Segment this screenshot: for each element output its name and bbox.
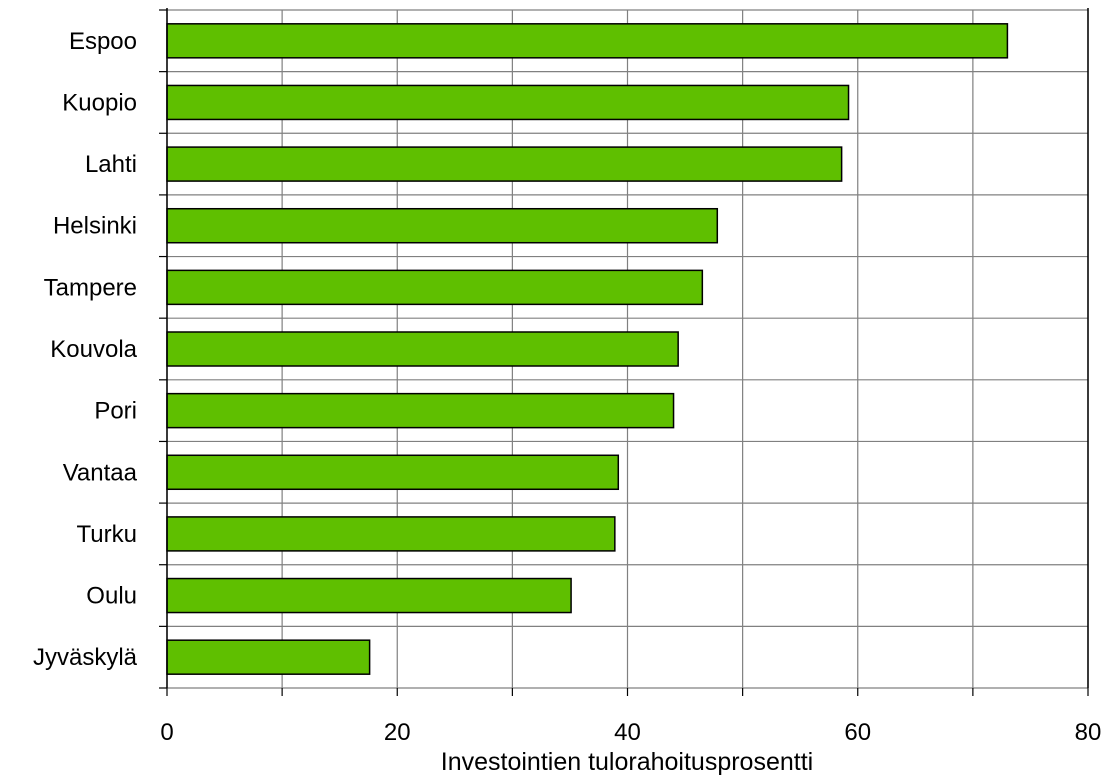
x-tick-label: 40 — [614, 719, 641, 746]
category-label: Jyväskylä — [33, 644, 138, 671]
x-tick-label: 80 — [1075, 719, 1102, 746]
bar-helsinki — [166, 207, 719, 244]
bar-pori — [166, 392, 675, 429]
bar-lahti — [166, 146, 843, 182]
category-label: Turku — [77, 521, 137, 548]
category-label: Kouvola — [50, 336, 137, 363]
x-tick-label: 20 — [384, 719, 411, 746]
bar-kouvola — [166, 331, 679, 367]
category-label: Tampere — [44, 274, 137, 301]
bar-tampere — [166, 269, 704, 306]
bar-espoo — [166, 23, 1009, 59]
category-label: Oulu — [86, 583, 137, 610]
bar-jyv-skyl- — [166, 639, 371, 675]
bar-vantaa — [166, 454, 620, 491]
x-tick-label: 0 — [160, 719, 173, 746]
category-label: Espoo — [69, 28, 137, 55]
x-axis-title: Investointien tulorahoitusprosentti — [441, 748, 813, 776]
category-label: Helsinki — [53, 213, 137, 240]
bar-kuopio — [166, 84, 850, 121]
x-tick-label: 60 — [844, 719, 871, 746]
grid-layer — [166, 9, 1089, 689]
label-layer: Espoo Kuopio Lahti Helsinki Tampere Kouvola Po… — [33, 28, 1101, 746]
category-label: Kuopio — [62, 89, 137, 116]
category-label: Pori — [94, 398, 137, 425]
bar-turku — [166, 516, 616, 552]
category-label: Lahti — [85, 151, 137, 178]
bars-layer — [166, 23, 1009, 675]
bar-oulu — [166, 577, 572, 614]
category-label: Vantaa — [63, 459, 138, 486]
axis-layer — [159, 8, 1089, 696]
